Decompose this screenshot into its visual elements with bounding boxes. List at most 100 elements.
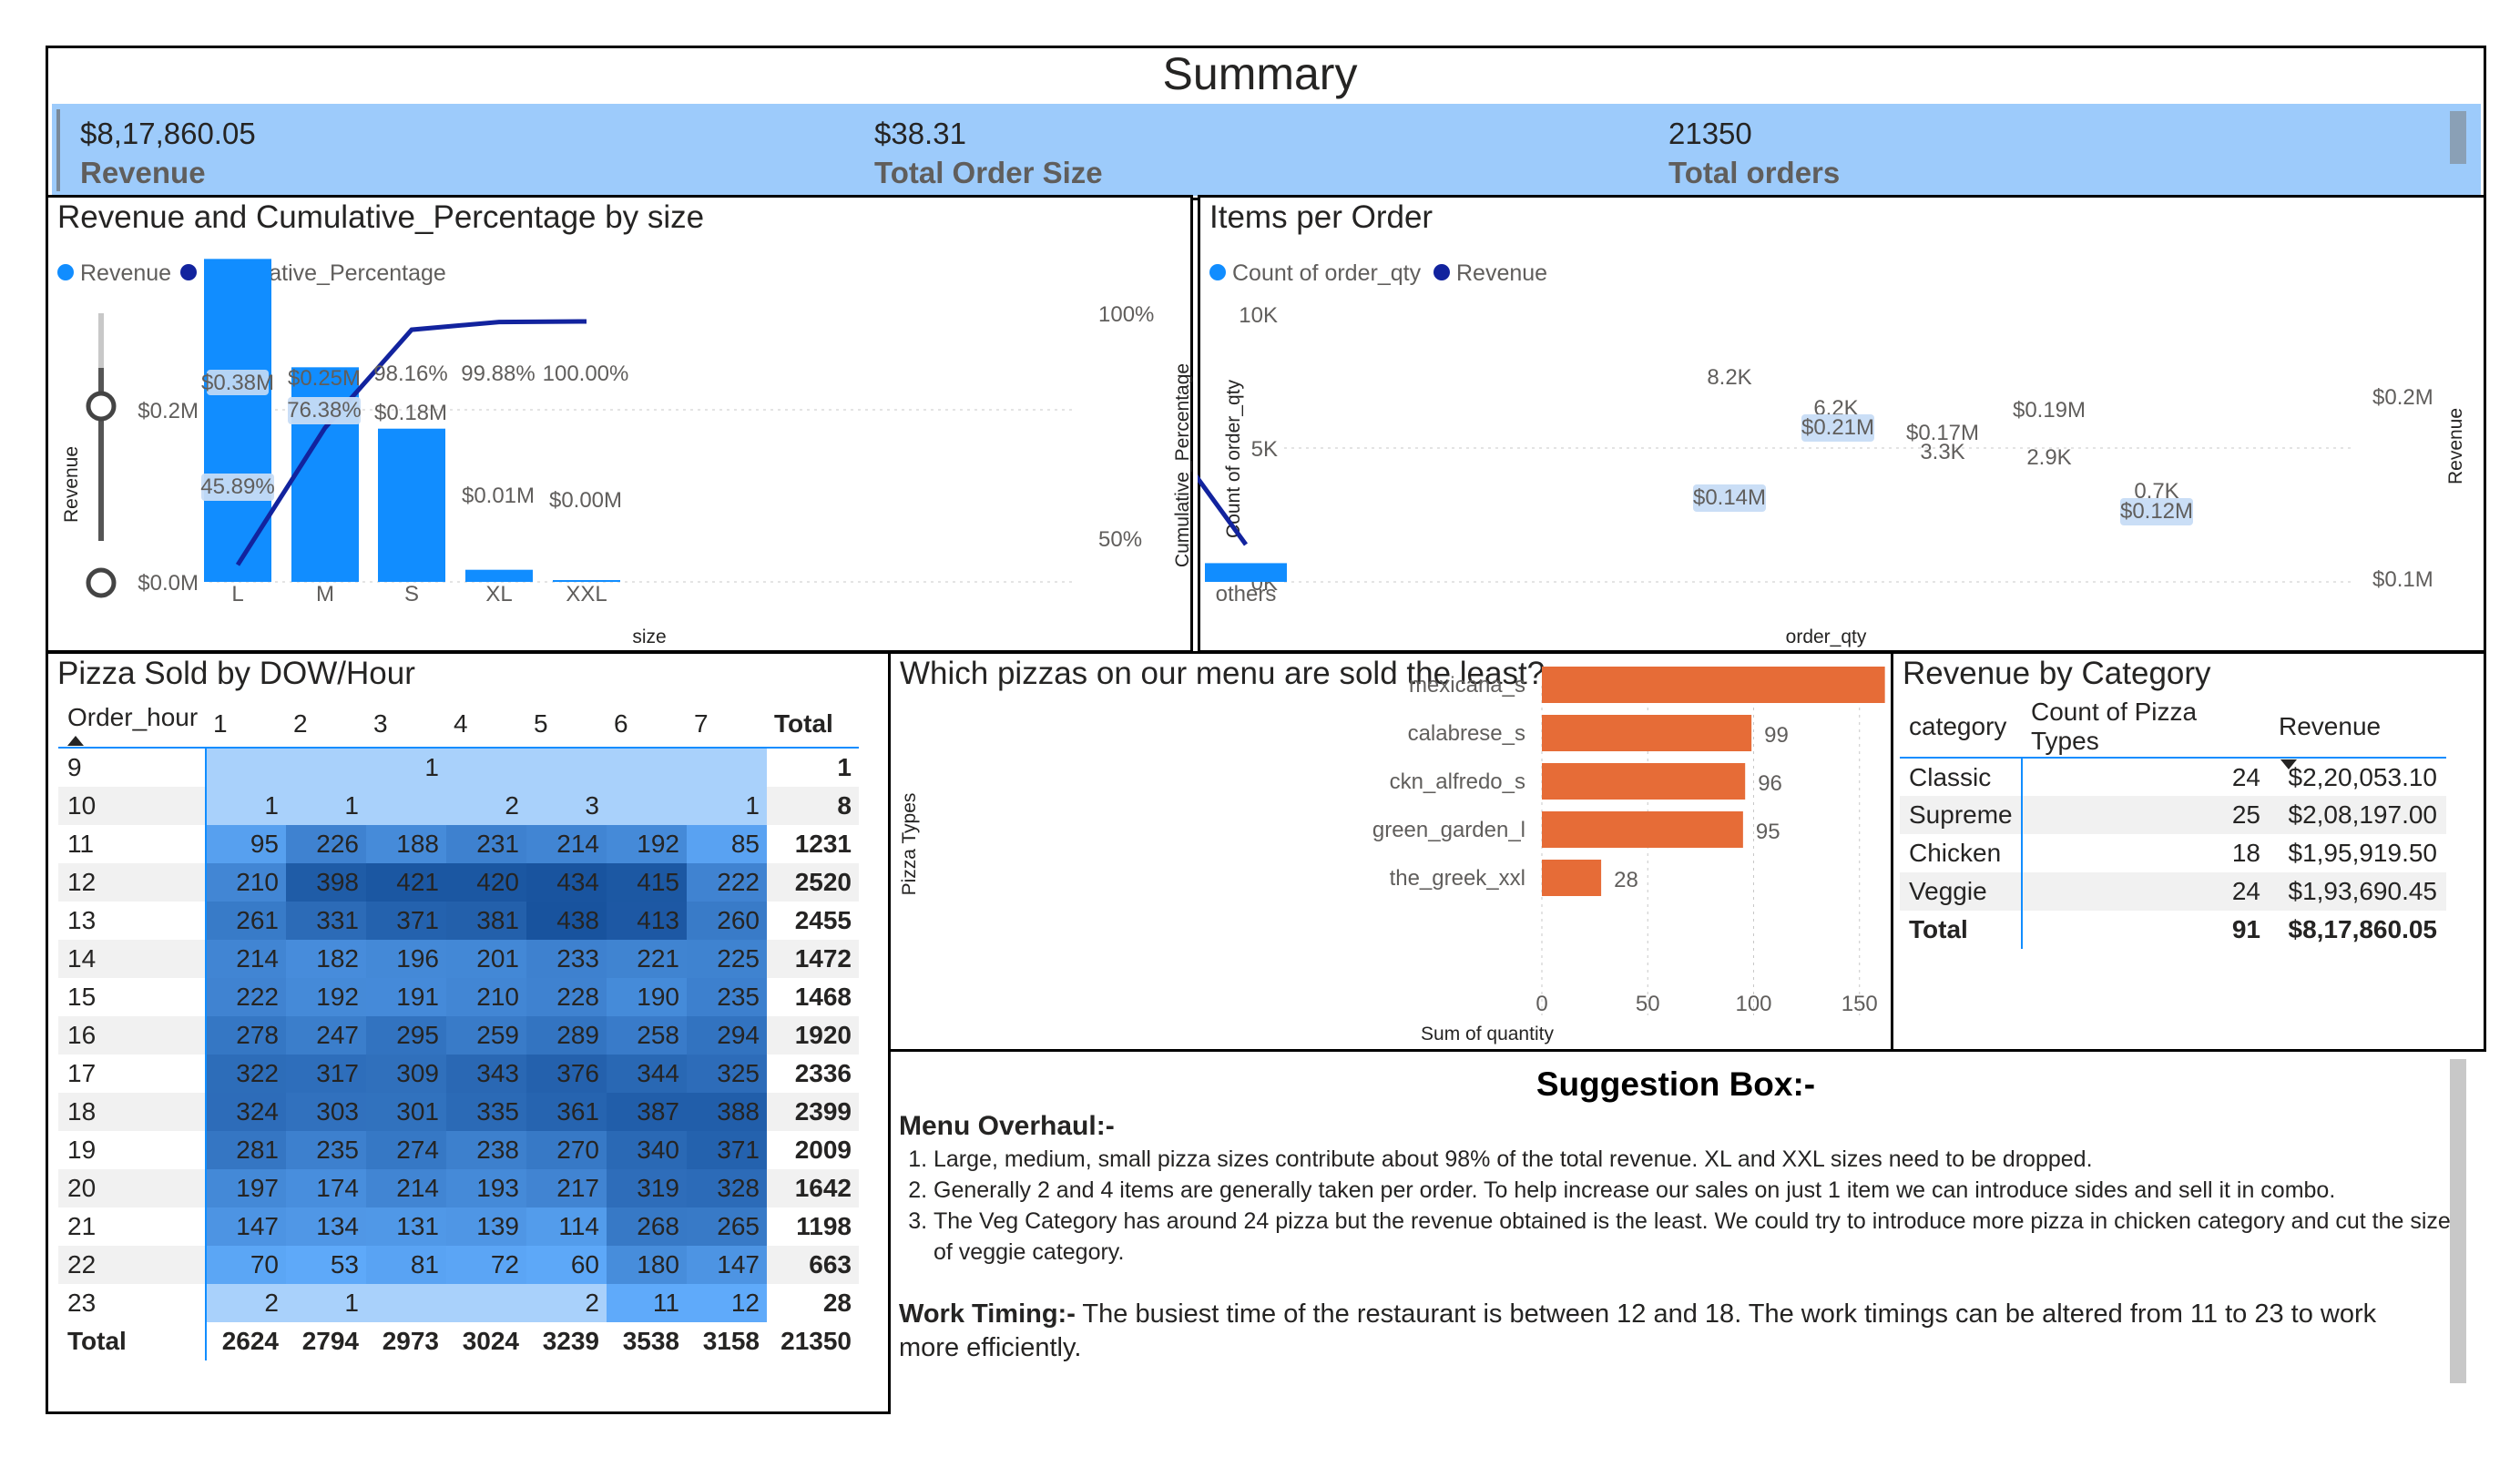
heatmap-cell: 3 [526,787,607,825]
heatmap-row-total: 2009 [767,1131,859,1169]
heatmap-cell: 260 [687,902,767,940]
heatmap-cell: 398 [286,863,366,902]
sort-descending-icon[interactable] [2280,759,2297,769]
heatmap-cell: 1 [286,1284,366,1322]
size-bar-XL [465,569,533,582]
heatmap-cell: 235 [286,1131,366,1169]
category-revenue: $1,93,690.45 [2270,872,2446,911]
category-table: category Count of Pizza Types Revenue Cl… [1900,697,2446,949]
heatmap-column-total: 2624 [205,1322,286,1360]
count-col-header: Count of Pizza Types [2022,697,2270,759]
heatmap-row-total: 1468 [767,978,859,1016]
menu-overhaul-heading: Menu Overhaul:- [899,1111,1115,1141]
heatmap-column-total: 2973 [382,1327,439,1355]
sort-ascending-icon[interactable] [67,735,84,746]
heatmap-row-total: 2399 [767,1093,859,1131]
slider-handle-bottom[interactable] [86,567,117,598]
heatmap-cell: 225 [687,940,767,978]
heatmap-column-total: 3538 [622,1327,679,1355]
heatmap-cell: 2 [526,1284,607,1322]
size-chart-title: Revenue and Cumulative_Percentage by siz… [57,199,705,235]
heatmap-row-total: 2520 [767,863,859,902]
heatmap-hour-label: 10 [58,787,206,825]
heatmap-cell [446,748,526,787]
heatmap-cell: 343 [446,1055,526,1093]
category-revenue: $2,08,197.00 [2270,796,2446,834]
category-name: Total [1900,911,2022,949]
slider-track [98,368,104,541]
heatmap-cell: 387 [607,1093,687,1131]
heatmap-col-header-7: 7 [687,701,767,749]
pizza-bar-calabrese_s [1542,715,1752,751]
legend-items-revenue-label: Revenue [1456,260,1547,286]
heatmap-row: 9 1 1 [58,748,859,787]
heatmap-cell: 210 [446,978,526,1016]
slider-handle-top[interactable] [86,391,117,422]
heatmap-cell: 319 [607,1169,687,1207]
heatmap-cell: 371 [366,902,446,940]
size-line-label-bg-1 [288,397,361,424]
revenue-col-header-label: Revenue [2279,712,2382,740]
size-bars: L M S XL XXL $0.38M $0.25M $0.18M $0.01M $0.00M 45… [200,259,628,606]
heatmap-cell: 376 [526,1055,607,1093]
heatmap-cell: 420 [446,863,526,902]
heatmap-cell: 72 [446,1246,526,1284]
heatmap-hour-label: 12 [58,863,206,902]
category-count: 91 [2021,911,2270,949]
heatmap-cell: 139 [446,1207,526,1246]
kpi-band [52,104,2481,196]
pizza-chart: Pizza Types 050100150200 mexicana_s162ca… [899,667,1885,1044]
heatmap-hour-label: 15 [58,978,206,1016]
items-xlabel: order_qty [1786,627,1867,647]
kpi-revenue-label: Revenue [80,156,206,189]
items-chart: Count of order_qty Revenue Count of orde… [1198,260,2466,647]
size-tick-right-1: 50% [1098,527,1142,552]
category-header-row: category Count of Pizza Types Revenue [1900,697,2446,769]
items-ylabel-right: Revenue [2445,408,2466,484]
size-zoom-slider[interactable] [86,313,117,598]
heatmap-cell: 388 [687,1093,767,1131]
kpi-order-size-label: Total Order Size [874,156,1103,189]
heatmap-cell [687,748,767,787]
category-name: Veggie [1900,872,2022,911]
heatmap-cell: 226 [286,825,366,863]
heatmap-hour-label: 11 [58,825,206,863]
size-cumulative-line [235,319,587,566]
pizza-xtick-1: 50 [1636,992,1660,1016]
heatmap-cell: 191 [366,978,446,1016]
size-tick-left-1: $0.0M [138,571,199,596]
heatmap-row-total: 1472 [767,940,859,978]
heatmap-row-total: 2455 [767,902,859,940]
menu-overhaul-list: Large, medium, small pizza sizes contrib… [899,1144,2473,1268]
heatmap-cell: 193 [446,1169,526,1207]
size-line-label-bg-0 [201,474,274,501]
kpi-scrollbar[interactable] [2450,111,2466,164]
revenue-col-header[interactable]: Revenue [2270,697,2446,769]
heatmap-cell: 328 [687,1169,767,1207]
pizza-category-label-2: ckn_alfredo_s [1390,769,1525,794]
heatmap-cell: 95 [205,825,286,863]
items-bars: 1234others8.2K6.2K3.3K2.9K0.7K$0.14M$0.2… [1198,365,2193,606]
heatmap-cell: 201 [446,940,526,978]
suggestion-scrollbar[interactable] [2450,1059,2466,1383]
heatmap-col-header-4: 4 [446,701,526,749]
menu-overhaul-item: Large, medium, small pizza sizes contrib… [934,1144,2473,1175]
heatmap-cell: 147 [205,1207,286,1246]
heatmap-hour-label: 16 [58,1016,206,1055]
kpi-left-bar [56,109,60,191]
heatmap-cell: 235 [687,978,767,1016]
heatmap-hour-label: 20 [58,1169,206,1207]
heatmap-row-total: 663 [767,1246,859,1284]
heatmap-cell: 188 [366,825,446,863]
legend-count-label: Count of order_qty [1232,260,1422,286]
heatmap-row: 17 322 317 309 343 376 344 325 2336 [58,1055,859,1093]
pizza-category-label-0: mexicana_s [1409,673,1525,698]
items-line-label-2: $0.17M [1906,421,1979,445]
heatmap-cell: 210 [205,863,286,902]
size-bar-label-0: $0.38M [201,371,274,395]
heatmap-row: 23 2 1 2 11 12 28 [58,1284,859,1322]
pizza-bar-green_garden_l [1542,811,1743,848]
heatmap-col-header-6: 6 [607,701,687,749]
heatmap-cell: 214 [205,940,286,978]
heatmap-corner-header[interactable]: Order_hour [58,701,206,749]
